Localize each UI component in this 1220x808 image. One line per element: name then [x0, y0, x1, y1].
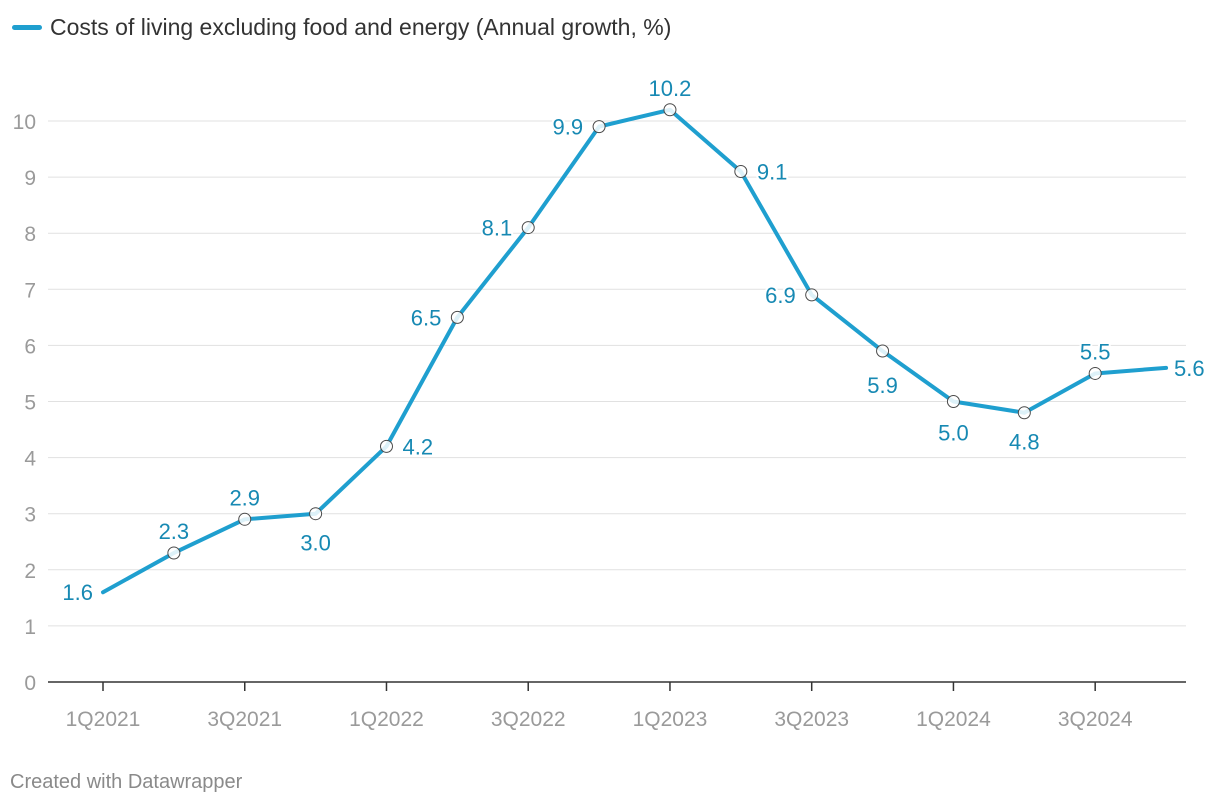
data-label: 5.0: [938, 421, 969, 446]
data-label: 6.5: [411, 305, 442, 330]
data-label: 2.3: [159, 519, 190, 544]
data-point: [592, 120, 606, 134]
data-point: [309, 507, 323, 521]
data-label: 9.9: [552, 115, 583, 140]
data-label: 10.2: [649, 76, 692, 101]
y-tick-label: 7: [24, 279, 36, 302]
x-tick-label: 3Q2021: [207, 708, 282, 731]
data-point: [663, 103, 677, 117]
data-label: 2.9: [229, 485, 260, 510]
data-point: [238, 512, 252, 526]
data-label: 9.1: [757, 159, 788, 184]
data-point: [521, 221, 535, 235]
x-axis: 1Q2021 3Q2021 1Q2022 3Q2022 1Q2023 3Q2023 1Q20…: [48, 681, 1186, 731]
data-point: [167, 546, 181, 560]
data-points: [167, 103, 1102, 560]
data-label: 4.2: [402, 434, 433, 459]
data-label: 1.6: [62, 580, 93, 605]
series-line: [101, 107, 1169, 595]
y-tick-label: 9: [24, 167, 36, 190]
footer-credit: Created with Datawrapper: [10, 771, 243, 793]
y-tick-label: 1: [24, 616, 36, 639]
data-point: [946, 395, 960, 408]
data-label: 6.9: [765, 283, 796, 308]
legend-label: Costs of living excluding food and energ…: [50, 14, 672, 40]
legend-swatch: [12, 25, 42, 30]
y-tick-label: 4: [24, 448, 36, 471]
y-tick-label: 5: [24, 392, 36, 415]
y-axis-ticks: 0 1 2 3 4 5 6 7 8 9 10: [13, 111, 37, 695]
data-label: 4.8: [1009, 430, 1040, 455]
data-point: [1088, 366, 1102, 380]
data-point: [450, 310, 464, 324]
gridlines: [48, 120, 1186, 627]
x-tick-label: 1Q2024: [916, 708, 991, 731]
data-label: 8.1: [482, 216, 513, 241]
x-tick-label: 1Q2023: [633, 708, 708, 731]
data-point: [876, 344, 890, 358]
data-label: 3.0: [300, 531, 331, 556]
data-point: [379, 439, 393, 453]
y-tick-label: 3: [24, 504, 36, 527]
y-tick-label: 8: [24, 223, 36, 246]
legend: Costs of living excluding food and energ…: [12, 14, 671, 41]
y-tick-label: 0: [24, 672, 36, 695]
series: [101, 107, 1169, 595]
data-label: 5.5: [1080, 339, 1111, 364]
x-tick-label: 1Q2021: [66, 708, 141, 731]
y-tick-label: 10: [13, 111, 36, 134]
x-tick-label: 3Q2024: [1058, 708, 1133, 731]
x-tick-label: 3Q2023: [774, 708, 849, 731]
data-point: [734, 164, 748, 178]
data-labels: 1.6 2.3 2.9 3.0 4.2 6.5 8.1 9.9 10.2 9.1 6.9 5.9 5.0…: [60, 74, 1206, 607]
y-tick-label: 6: [24, 335, 36, 358]
data-point: [1017, 406, 1031, 420]
x-tick-label: 3Q2022: [491, 708, 566, 731]
data-label: 5.9: [867, 373, 898, 398]
data-point: [805, 288, 819, 302]
y-tick-label: 2: [24, 560, 36, 583]
data-label: 5.6: [1174, 356, 1205, 381]
x-tick-label: 1Q2022: [349, 708, 424, 731]
